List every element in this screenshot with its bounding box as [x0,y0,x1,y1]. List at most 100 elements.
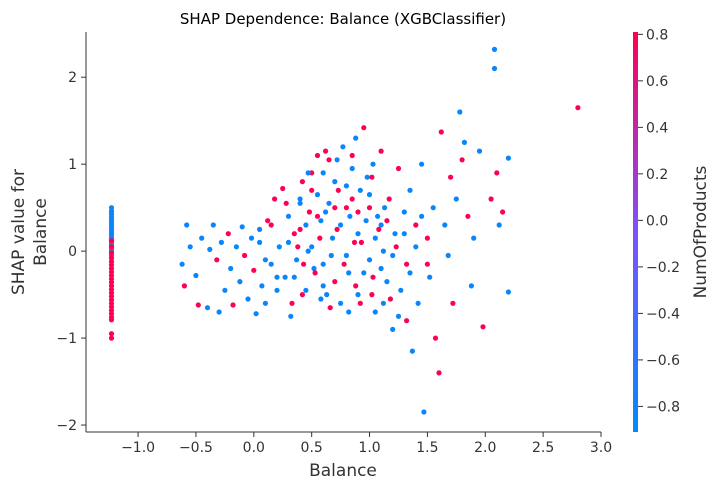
data-point [357,187,363,193]
data-point [108,317,115,323]
data-point [230,302,236,308]
data-point [445,252,451,259]
data-point [265,218,271,224]
data-point [323,148,329,154]
x-tick-label: 3.0 [590,440,612,456]
x-axis-label: Balance [309,461,377,481]
data-point [409,348,415,354]
colorbar-tick-label: 0.2 [646,167,668,183]
data-point [272,196,278,202]
data-point [432,335,439,341]
data-point [294,257,300,263]
data-point [274,274,280,280]
data-point [335,187,341,193]
data-point [575,105,581,111]
data-point [291,231,297,237]
data-point [214,257,220,263]
data-point [398,287,404,293]
data-point [295,244,301,250]
data-point [259,283,265,289]
colorbar-tick-label: −0.4 [646,306,680,322]
data-point [338,222,344,228]
chart-title: SHAP Dependence: Balance (XGBClassifier) [180,10,506,28]
data-point [343,205,349,211]
data-point [327,305,333,311]
data-point [237,279,243,285]
y-tick-label: −1 [56,331,77,347]
data-point [438,129,444,135]
data-point [355,231,361,237]
data-point [393,244,399,250]
data-point [242,252,248,259]
data-point [253,311,259,317]
data-point [491,46,498,53]
data-point [314,213,321,219]
data-point [199,235,205,241]
data-point [301,261,307,267]
x-axis-ticks: −1.0 −0.5 0.0 0.5 1.0 1.5 2.0 2.5 3.0 [121,432,612,456]
data-point [245,296,251,302]
data-point [491,65,498,72]
data-point [274,287,280,293]
colorbar [633,32,638,432]
data-point [239,224,245,230]
data-point [407,187,413,193]
data-point [326,157,332,163]
data-point [108,238,115,244]
data-point [370,161,376,167]
data-point [419,213,425,219]
data-point [341,261,347,267]
colorbar-label: NumOfProducts [691,165,711,298]
scatter-points [108,46,581,415]
colorbar-ticks: −0.8 −0.6 −0.4 −0.2 0.0 0.2 0.4 0.6 0.8 [638,27,680,415]
data-point [363,218,369,224]
data-point [318,218,324,224]
data-point [297,226,303,232]
data-point [299,292,305,298]
data-point [384,279,390,285]
data-point [413,244,419,250]
data-point [334,157,340,163]
data-point [309,187,315,193]
data-point [204,305,211,311]
data-point [369,174,375,180]
data-point [276,244,282,250]
data-point [257,239,263,245]
data-point [424,261,430,267]
data-point [303,287,309,293]
data-point [288,313,294,319]
data-point [369,292,375,298]
data-point [376,226,382,232]
data-point [351,239,358,245]
data-point [407,270,413,276]
data-point [457,109,463,115]
data-point [496,222,502,228]
data-point [366,257,373,263]
data-point [395,165,402,172]
data-point [427,274,433,280]
data-point [461,139,467,145]
y-axis-label-line-1: SHAP value for [9,169,29,295]
data-point [468,283,474,289]
data-point [347,213,353,219]
data-point [334,226,340,232]
data-point [430,205,436,211]
data-point [390,252,396,259]
data-point [320,170,326,176]
x-tick-label: 2.0 [474,440,496,456]
data-point [233,244,239,250]
data-point [108,250,115,256]
data-point [251,267,257,273]
data-point [305,170,311,176]
data-point [285,213,292,219]
x-tick-label: 1.5 [416,440,438,456]
data-point [309,244,315,250]
y-axis-label-line-2: Balance [31,198,51,266]
data-point [207,246,213,252]
data-point [349,165,355,172]
data-point [448,174,454,180]
data-point [404,318,410,324]
data-point [349,196,355,202]
colorbar-tick-label: −0.8 [646,399,680,415]
data-point [210,222,216,228]
